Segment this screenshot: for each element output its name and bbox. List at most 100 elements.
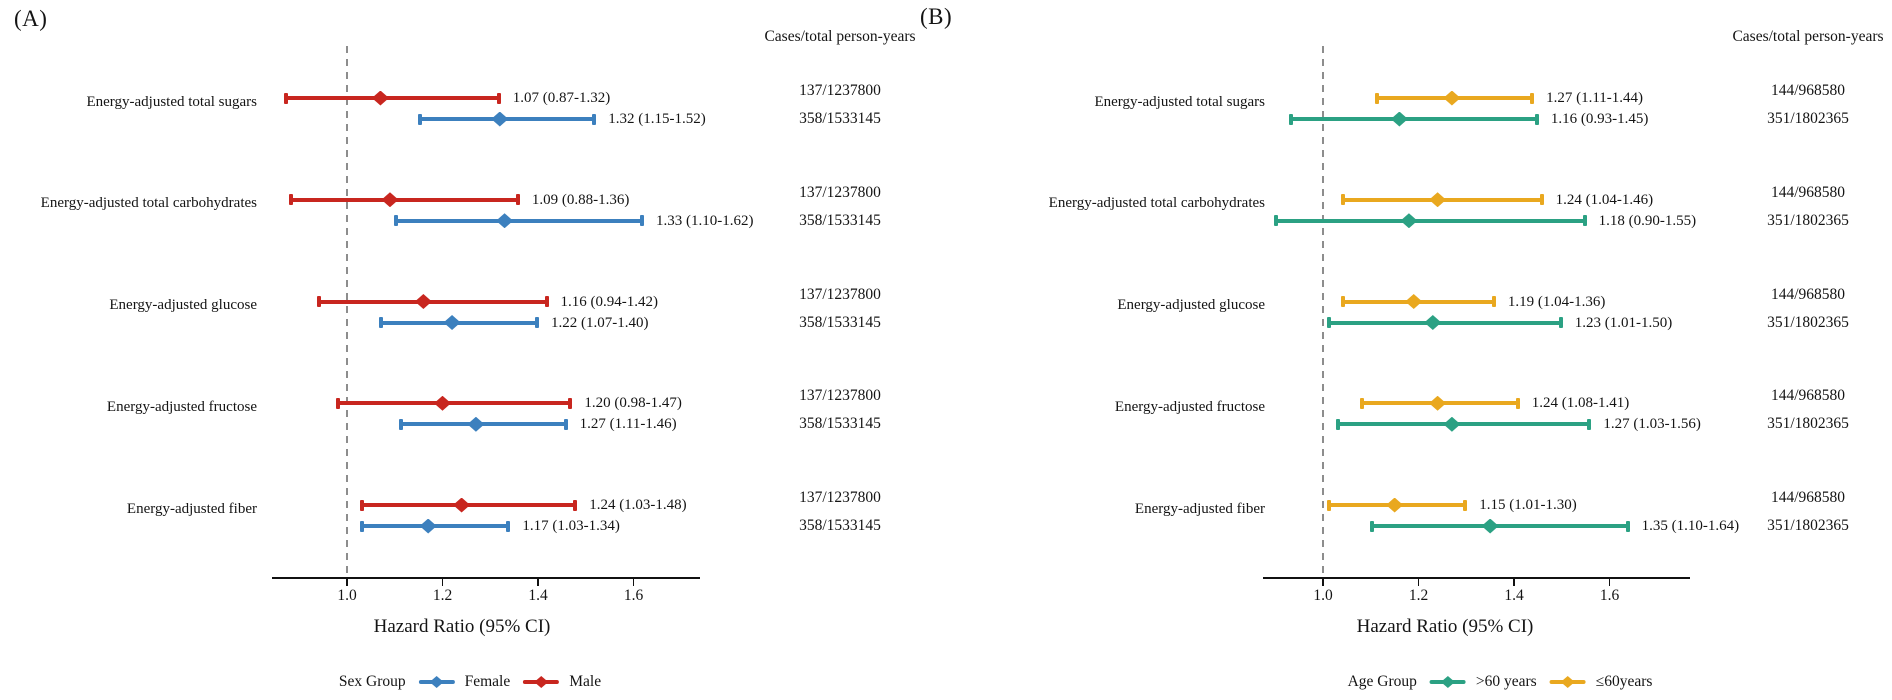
cases-value: 358/1533145: [799, 211, 881, 229]
legend-marker-diamond: [534, 676, 549, 688]
ci-line: [318, 299, 548, 304]
point-estimate-diamond: [434, 395, 451, 411]
hr-value-label: 1.27 (1.03-1.56): [1603, 416, 1701, 433]
cases-value: 358/1533145: [799, 313, 881, 331]
legend-entry-label: >60 years: [1475, 673, 1537, 690]
legend-entry: ≤60years: [1549, 672, 1652, 692]
ci-cap-right: [640, 215, 645, 227]
cases-value: 351/1802365: [1767, 517, 1849, 534]
legend-diamond-marker-icon: [1549, 675, 1586, 689]
hr-value-label: 1.24 (1.03-1.48): [589, 497, 687, 513]
cases-value: 358/1533145: [799, 517, 881, 534]
hr-value-label: 1.27 (1.11-1.44): [1546, 90, 1644, 106]
legend-diamond-marker-icon: [418, 675, 455, 689]
category-label: Energy-adjusted glucose: [1117, 297, 1265, 313]
hr-value-label: 1.09 (0.88-1.36): [531, 191, 630, 208]
legend-marker-diamond: [1440, 676, 1455, 688]
ci-cap-left: [1369, 520, 1374, 532]
category-label: Energy-adjusted fructose: [1114, 398, 1265, 415]
ci-cap-left: [1341, 296, 1346, 307]
ci-cap-left: [1288, 113, 1293, 125]
x-axis-tick: [1608, 579, 1611, 586]
hr-value-label: 1.20 (0.98-1.47): [584, 395, 682, 412]
x-axis-tick-label: 1.4: [528, 587, 548, 604]
x-axis-tick: [1417, 579, 1420, 586]
ci-cap-right: [568, 397, 573, 409]
point-estimate-diamond: [1405, 294, 1423, 309]
x-axis-tick: [1322, 579, 1324, 586]
point-estimate-diamond: [453, 497, 471, 513]
ci-cap-left: [288, 194, 293, 206]
category-label: Energy-adjusted fiber: [1134, 500, 1265, 517]
x-axis-tick: [537, 579, 539, 586]
ci-cap-right: [535, 317, 539, 328]
ci-line: [1275, 218, 1586, 223]
ci-cap-right: [1515, 397, 1520, 409]
category-label: Energy-adjusted glucose: [109, 297, 257, 313]
ci-line: [1327, 320, 1562, 325]
ci-cap-left: [393, 215, 398, 227]
cases-value: 351/1802365: [1767, 211, 1849, 229]
ci-cap-left: [1374, 92, 1379, 104]
ci-cap-right: [515, 194, 520, 206]
reference-line: [346, 46, 348, 575]
hr-value-label: 1.16 (0.94-1.42): [560, 293, 659, 310]
cases-value: 137/1237800: [799, 489, 881, 506]
ci-line: [337, 401, 572, 406]
x-axis-tick-label: 1.0: [337, 587, 357, 604]
hr-value-label: 1.16 (0.93-1.45): [1550, 111, 1649, 127]
legend-marker-diamond: [1560, 676, 1575, 688]
hr-value-label: 1.17 (1.03-1.34): [522, 518, 620, 534]
hr-value-label: 1.24 (1.08-1.41): [1531, 395, 1630, 412]
point-estimate-diamond: [419, 518, 437, 534]
ci-cap-left: [1341, 194, 1346, 206]
ci-cap-left: [1336, 418, 1341, 430]
legend-age-group: Age Group >60 years ≤60years: [1348, 672, 1653, 692]
cases-header-b: Cases/total person-years: [1732, 28, 1884, 45]
x-axis-title-a: Hazard Ratio (95% CI): [373, 616, 551, 637]
point-estimate-diamond: [1424, 315, 1442, 330]
cases-value: 137/1237800: [799, 183, 881, 201]
ci-cap-right: [1539, 194, 1544, 206]
hr-value-label: 1.22 (1.07-1.40): [551, 314, 649, 331]
legend-marker-diamond: [429, 676, 444, 688]
ci-cap-right: [544, 296, 549, 307]
hr-value-label: 1.15 (1.01-1.30): [1479, 497, 1577, 513]
ci-cap-left: [1326, 317, 1331, 328]
panel-b-label: (B): [920, 4, 953, 29]
hr-value-label: 1.35 (1.10-1.64): [1641, 518, 1740, 534]
ci-cap-right: [1625, 520, 1630, 532]
point-estimate-diamond: [1386, 497, 1404, 513]
cases-header-a: Cases/total person-years: [764, 28, 916, 45]
ci-cap-left: [317, 296, 322, 307]
cases-value: 137/1237800: [799, 285, 881, 303]
cases-value: 351/1802365: [1767, 415, 1849, 433]
legend-entry: Female: [418, 672, 511, 692]
category-label: Energy-adjusted total carbohydrates: [40, 195, 257, 212]
legend-entry-label: Female: [464, 673, 511, 690]
cases-value: 144/968580: [1770, 82, 1846, 99]
cases-value: 137/1237800: [799, 387, 881, 405]
x-axis-line: [272, 577, 700, 579]
hr-value-label: 1.19 (1.04-1.36): [1507, 293, 1606, 310]
legend-diamond-marker-icon: [523, 675, 560, 689]
legend-entry: >60 years: [1429, 672, 1537, 692]
cases-value: 358/1533145: [799, 110, 881, 127]
cases-value: 144/968580: [1770, 489, 1846, 506]
x-axis-title-b: Hazard Ratio (95% CI): [1356, 616, 1534, 637]
ci-line: [1289, 117, 1538, 121]
point-estimate-diamond: [1443, 416, 1461, 432]
legend-sex-group: Sex Group Female Male: [339, 672, 601, 692]
point-estimate-diamond: [1390, 111, 1408, 127]
point-estimate-diamond: [381, 192, 399, 208]
ci-cap-left: [379, 317, 384, 328]
cases-value: 144/968580: [1770, 387, 1846, 405]
ci-cap-right: [592, 113, 597, 125]
hr-value-label: 1.27 (1.11-1.46): [579, 416, 677, 433]
point-estimate-diamond: [414, 294, 432, 309]
ci-cap-right: [1582, 215, 1587, 227]
legend-entry: Male: [523, 672, 601, 692]
ci-cap-left: [417, 113, 422, 125]
ci-cap-right: [496, 92, 501, 104]
